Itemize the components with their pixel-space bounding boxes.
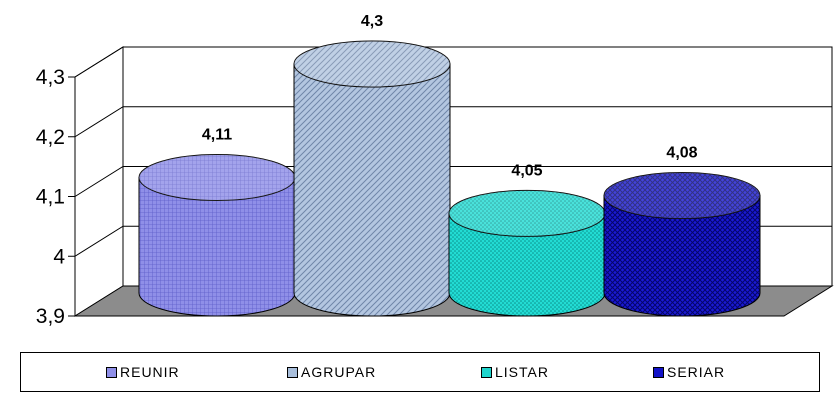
legend-swatch bbox=[481, 366, 492, 378]
legend-item-listar: LISTAR bbox=[481, 364, 549, 380]
legend-item-reunir: REUNIR bbox=[106, 364, 180, 380]
legend: REUNIR AGRUPAR LISTAR SERIAR bbox=[20, 352, 820, 392]
bar-agrupar bbox=[293, 40, 451, 317]
y-tick-label: 3,9 bbox=[36, 305, 65, 328]
legend-item-seriar: SERIAR bbox=[653, 364, 725, 380]
y-tick-label: 4,1 bbox=[36, 186, 65, 209]
bar-seriar bbox=[603, 171, 761, 317]
data-label-listar: 4,05 bbox=[511, 162, 542, 179]
bar-body bbox=[603, 194, 761, 317]
legend-label: AGRUPAR bbox=[301, 364, 377, 380]
legend-swatch bbox=[106, 366, 117, 378]
gridline bbox=[74, 106, 832, 138]
y-tick-label: 4 bbox=[53, 245, 65, 268]
bar-body bbox=[293, 63, 451, 317]
data-label-seriar: 4,08 bbox=[666, 144, 697, 161]
legend-label: REUNIR bbox=[120, 364, 180, 380]
y-tick-label: 4,2 bbox=[36, 126, 65, 149]
bar-top bbox=[293, 40, 451, 88]
legend-label: LISTAR bbox=[495, 364, 549, 380]
bar-body bbox=[138, 177, 296, 317]
gridline bbox=[74, 166, 832, 197]
bar-top-highlight bbox=[139, 154, 295, 201]
bar-reunir bbox=[138, 154, 296, 317]
gridline bbox=[74, 46, 832, 78]
bar-body bbox=[448, 212, 606, 317]
bar-top bbox=[603, 171, 761, 219]
bar-top-highlight bbox=[604, 172, 760, 219]
legend-item-agrupar: AGRUPAR bbox=[287, 364, 376, 380]
bar-top-highlight bbox=[294, 41, 450, 87]
legend-label: SERIAR bbox=[667, 364, 726, 380]
legend-swatch bbox=[287, 366, 298, 378]
y-tick-label: 4,3 bbox=[36, 66, 65, 89]
legend-swatch bbox=[653, 366, 664, 378]
bar-top-highlight bbox=[449, 190, 605, 237]
bar-listar bbox=[448, 189, 606, 317]
data-label-reunir: 4,11 bbox=[202, 127, 232, 144]
data-label-agrupar: 4,3 bbox=[361, 13, 383, 30]
